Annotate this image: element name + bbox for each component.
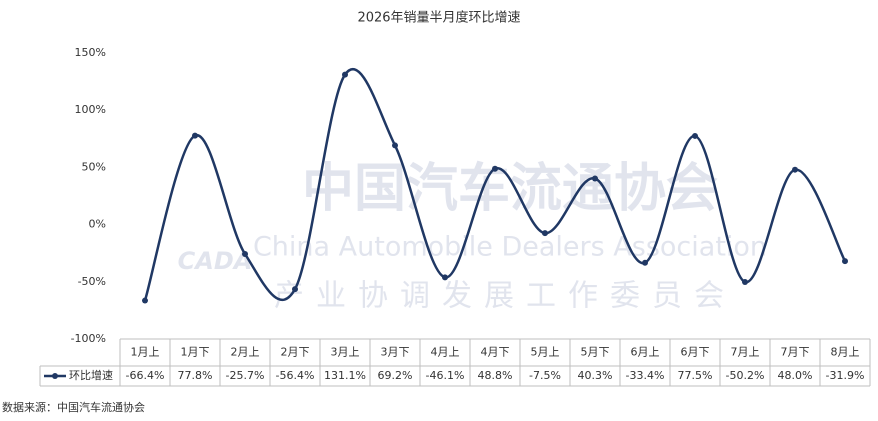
point [542,230,548,237]
x-tick-label: 8月上 [831,346,860,359]
point [842,258,848,265]
y-tick-label: 50% [82,160,106,173]
x-tick-label: 7月上 [731,346,760,359]
x-tick-label: 2月下 [281,346,310,359]
y-tick-label: 0% [89,218,106,231]
x-tick-label: 3月上 [331,346,360,359]
watermark-english: China Automobile Dealers Association [253,232,767,263]
point [392,142,398,149]
x-tick-label: 4月下 [481,346,510,359]
legend-label: 环比增速 [69,368,113,382]
table-value: -25.7% [226,369,265,382]
y-tick-label: 150% [75,46,106,59]
point [692,132,698,139]
x-tick-label: 3月下 [381,346,410,359]
point [592,175,598,182]
point [242,251,248,258]
watermark-name: 中国汽车流通协会 [302,159,718,219]
y-tick-label: -100% [71,332,106,345]
legend-marker [52,373,58,379]
x-tick-label: 5月下 [581,346,610,359]
point [642,259,648,266]
watermark-logo: CADA [178,247,253,275]
table-value: -33.4% [626,369,665,382]
table-value: -66.4% [126,369,165,382]
y-tick-label: -50% [78,275,106,288]
table-value: -31.9% [826,369,865,382]
table-value: 69.2% [378,369,413,382]
x-tick-label: 2月上 [231,346,260,359]
point [792,166,798,173]
y-tick-label: 100% [75,103,106,116]
point [442,274,448,281]
table-value: 48.0% [778,369,813,382]
table-value: -50.2% [726,369,765,382]
table-value: -46.1% [426,369,465,382]
table-value: -56.4% [276,369,315,382]
x-tick-label: 7月下 [781,346,810,359]
x-tick-label: 6月下 [681,346,710,359]
table-value: -7.5% [529,369,561,382]
table-value: 48.8% [478,369,513,382]
table-value: 77.5% [678,369,713,382]
x-tick-label: 4月上 [431,346,460,359]
table-value: 40.3% [578,369,613,382]
x-tick-label: 1月上 [131,346,160,359]
x-tick-label: 5月上 [531,346,560,359]
point [192,132,198,139]
point [492,165,498,172]
line [143,67,847,302]
point [742,279,748,286]
x-tick-label: 1月下 [181,346,210,359]
point [292,286,298,293]
source-note: 数据来源：中国汽车流通协会 [2,400,145,414]
point [142,297,148,304]
table-value: 131.1% [324,369,366,382]
chart-title: 2026年销量半月度环比增速 [357,10,520,26]
table-value: 77.8% [178,369,213,382]
point [342,71,348,78]
watermark-committee: 产业协调发展工作委员会 [274,279,736,314]
x-tick-label: 6月上 [631,346,660,359]
